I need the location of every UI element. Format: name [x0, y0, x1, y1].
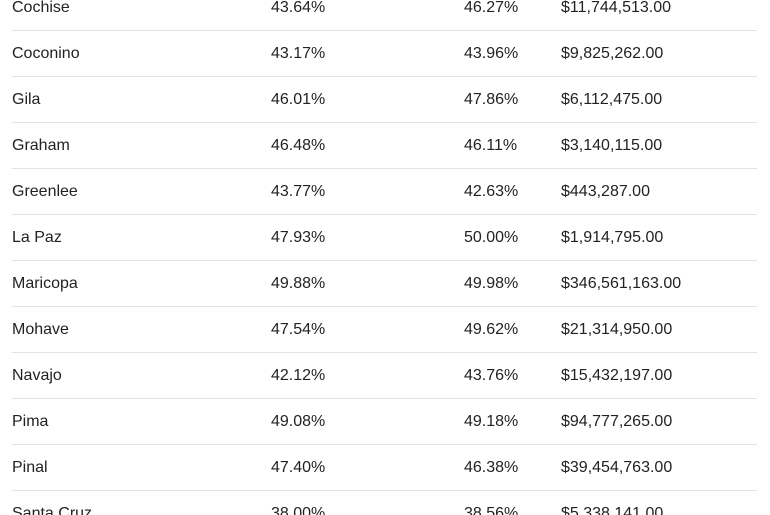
county-name: Pima: [12, 413, 49, 430]
table-cell: 46.01%: [271, 91, 326, 108]
county-name: Pinal: [12, 459, 48, 476]
table-row: Greenlee 43.77% 42.63% $443,287.00: [12, 169, 757, 215]
table-cell: 50.00%: [464, 229, 519, 246]
county-name: Navajo: [12, 367, 62, 384]
county-name: Mohave: [12, 321, 69, 338]
table-cell: 47.54%: [271, 321, 326, 338]
county-name: Greenlee: [12, 183, 78, 200]
table-cell: 46.48%: [271, 137, 326, 154]
table-cell: 47.86%: [464, 91, 519, 108]
table-row: Navajo 42.12% 43.76% $15,432,197.00: [12, 353, 757, 399]
county-name: Coconino: [12, 45, 80, 62]
table-cell: 49.98%: [464, 275, 519, 292]
table-cell: $21,314,950.00: [561, 321, 673, 338]
county-name: La Paz: [12, 229, 62, 246]
county-name: Gila: [12, 91, 41, 108]
table-cell: 38.00%: [271, 505, 326, 515]
table-row: La Paz 47.93% 50.00% $1,914,795.00: [12, 215, 757, 261]
table-cell: 42.63%: [464, 183, 519, 200]
table-cell: $1,914,795.00: [561, 229, 664, 246]
table-cell: $3,140,115.00: [561, 137, 663, 154]
table-cell: 49.08%: [271, 413, 326, 430]
table-cell: $346,561,163.00: [561, 275, 682, 292]
table-cell: $15,432,197.00: [561, 367, 673, 384]
table-cell: $9,825,262.00: [561, 45, 664, 62]
table-cell: 43.77%: [271, 183, 326, 200]
county-name: Santa Cruz: [12, 505, 93, 515]
table-cell: 47.93%: [271, 229, 326, 246]
table-row: Coconino 43.17% 43.96% $9,825,262.00: [12, 31, 757, 77]
table-row: Maricopa 49.88% 49.98% $346,561,163.00: [12, 261, 757, 307]
table-cell: 46.11%: [464, 137, 518, 154]
table-cell: 49.18%: [464, 413, 519, 430]
table-cell: $94,777,265.00: [561, 413, 673, 430]
table-cell: 43.96%: [464, 45, 519, 62]
county-name: Maricopa: [12, 275, 78, 292]
table-row: Pima 49.08% 49.18% $94,777,265.00: [12, 399, 757, 445]
table-cell: 46.27%: [464, 0, 519, 16]
table-row: Pinal 47.40% 46.38% $39,454,763.00: [12, 445, 757, 491]
table-cell: 42.12%: [271, 367, 326, 384]
table-row: Gila 46.01% 47.86% $6,112,475.00: [12, 77, 757, 123]
table-row: Cochise 43.64% 46.27% $11,744,513.00: [12, 0, 757, 31]
table-cell: 43.17%: [271, 45, 326, 62]
table-cell: 47.40%: [271, 459, 326, 476]
table-row: Santa Cruz 38.00% 38.56% $5,338,141.00: [12, 491, 757, 515]
table-cell: $6,112,475.00: [561, 91, 663, 108]
table-cell: 46.38%: [464, 459, 519, 476]
table-cell: $39,454,763.00: [561, 459, 673, 476]
county-name: Cochise: [12, 0, 70, 16]
table-row: Graham 46.48% 46.11% $3,140,115.00: [12, 123, 757, 169]
table-cell: 49.88%: [271, 275, 326, 292]
table-cell: 43.64%: [271, 0, 326, 16]
table-cell: $5,338,141.00: [561, 505, 664, 515]
table-cell: $443,287.00: [561, 183, 650, 200]
table-cell: 38.56%: [464, 505, 519, 515]
county-name: Graham: [12, 137, 70, 154]
table-cell: $11,744,513.00: [561, 0, 672, 16]
table-cell: 43.76%: [464, 367, 519, 384]
table-row: Mohave 47.54% 49.62% $21,314,950.00: [12, 307, 757, 353]
table-cell: 49.62%: [464, 321, 519, 338]
